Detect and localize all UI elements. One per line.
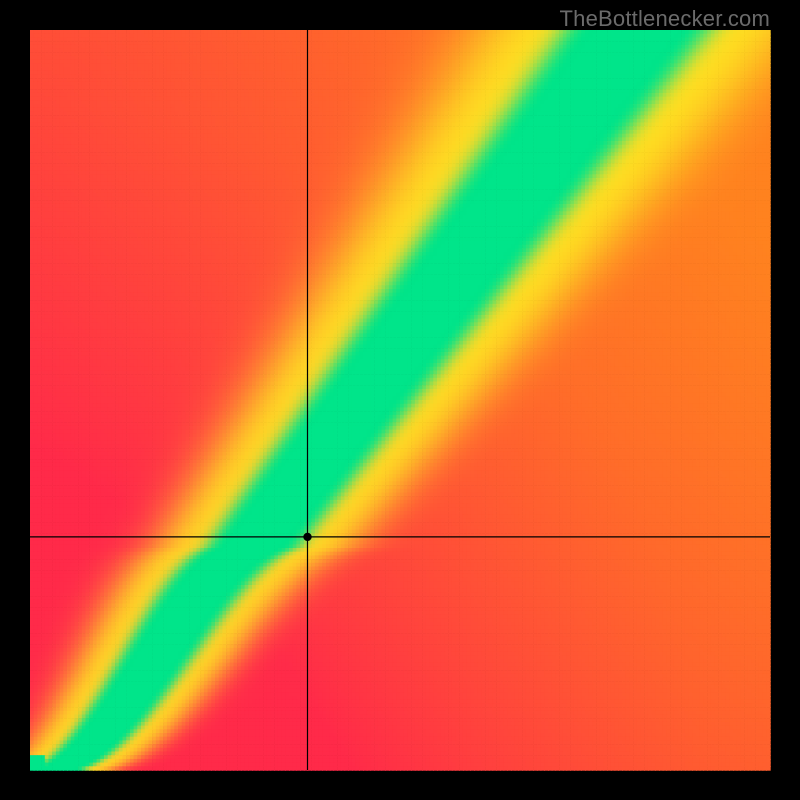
bottleneck-heatmap	[0, 0, 800, 800]
watermark-label: TheBottlenecker.com	[560, 6, 770, 32]
